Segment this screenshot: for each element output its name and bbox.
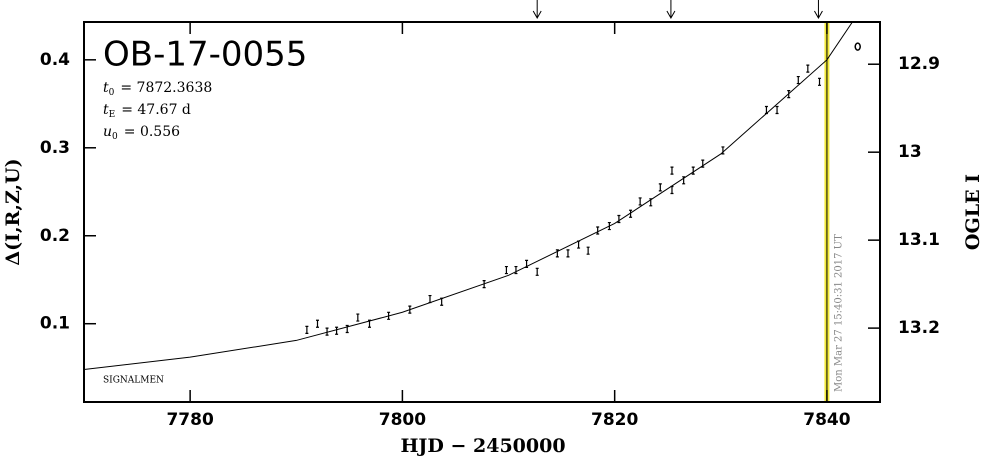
- data-point: [315, 319, 319, 328]
- x-tick-label: 7820: [591, 410, 638, 430]
- data-point: [638, 197, 642, 206]
- y2-tick-label: 13.1: [898, 230, 940, 250]
- y-tick-label: 0.4: [40, 50, 70, 70]
- x-tick-label: 7800: [379, 410, 426, 430]
- data-point: [796, 75, 800, 85]
- data-point: [806, 64, 810, 73]
- y-tick-label: 0.2: [40, 226, 70, 246]
- x-tick-label: 7780: [166, 410, 213, 430]
- chart-title: OB-17-0055: [103, 35, 307, 75]
- y2-tick-label: 13.2: [898, 318, 940, 338]
- parameter-text: = 47.67 d: [121, 102, 191, 118]
- parameter-symbol: t: [103, 80, 109, 96]
- parameter: t0 = 7872.3638: [103, 80, 212, 98]
- y2-tick-label: 13: [898, 142, 922, 162]
- y2-axis-label: OGLE I: [962, 174, 984, 250]
- data-point: [428, 294, 432, 304]
- parameter-subscript: E: [109, 110, 116, 120]
- x-axis-label: HJD − 2450000: [400, 435, 565, 457]
- data-point: [566, 249, 570, 258]
- data-point: [721, 146, 725, 155]
- model-curve: [84, 22, 853, 370]
- parameter: u0 = 0.556: [103, 124, 180, 142]
- arrow: [814, 0, 823, 20]
- x-tick-label: 7840: [803, 410, 850, 430]
- data-point: [818, 77, 822, 86]
- data-point: [775, 105, 779, 115]
- parameter: tE = 47.67 d: [103, 102, 191, 120]
- data-point: [670, 166, 674, 175]
- parameter-symbol: t: [103, 102, 109, 118]
- plot-frame: [83, 21, 881, 403]
- arrow: [532, 0, 542, 20]
- arrow: [666, 0, 676, 20]
- data-point: [670, 185, 674, 195]
- data-point: [535, 267, 539, 276]
- data-point: [617, 214, 621, 224]
- parameter-subscript: 0: [109, 88, 115, 98]
- parameter-text: = 7872.3638: [120, 80, 212, 96]
- data-point: [325, 327, 329, 336]
- annotation: SIGNALMEN: [103, 376, 164, 386]
- y-tick-label: 0.3: [40, 138, 70, 158]
- data-point: [854, 42, 861, 51]
- parameter-symbol: u: [103, 124, 112, 140]
- data-point: [335, 326, 339, 335]
- data-point: [305, 325, 309, 334]
- data-point: [514, 265, 518, 275]
- data-point: [356, 313, 360, 322]
- data-point: [504, 265, 508, 275]
- y-tick-label: 0.1: [40, 314, 70, 334]
- y2-tick-label: 12.9: [898, 54, 940, 74]
- now-line-label: Mon Mar 27 15:40:31 2017 UT: [833, 234, 844, 392]
- data-point: [691, 166, 695, 175]
- data-point: [586, 246, 590, 255]
- y-axis-label: Δ(I,R,Z,U): [2, 158, 24, 265]
- data-point: [658, 183, 662, 192]
- data-point: [629, 209, 633, 218]
- data-point: [596, 226, 600, 235]
- parameter-subscript: 0: [112, 132, 118, 142]
- parameter-text: = 0.556: [124, 124, 180, 140]
